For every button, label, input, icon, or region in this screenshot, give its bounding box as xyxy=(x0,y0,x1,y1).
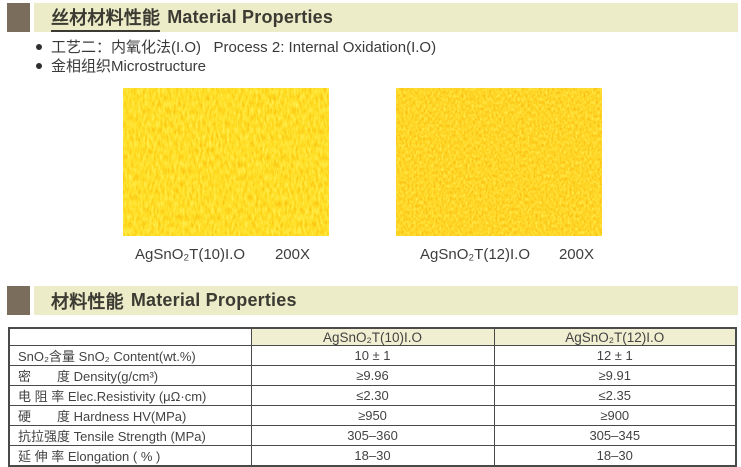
cell-value: ≤2.35 xyxy=(493,385,737,406)
row-label: SnO₂含量 SnO₂ Content(wt.%) xyxy=(8,345,252,366)
micrograph-figure-2: AgSnO₂T(12)I.O 200X xyxy=(396,88,602,263)
bullet-process: 工艺二：内氧化法(I.O) Process 2: Internal Oxidat… xyxy=(36,37,436,56)
section1-marker-square xyxy=(7,3,30,32)
figure1-caption: AgSnO₂T(10)I.O xyxy=(135,246,246,263)
table-row-resistivity: 电 阻 率 Elec.Resistivity (μΩ·cm) ≤2.30 ≤2.… xyxy=(8,385,737,406)
cell-value: 305–345 xyxy=(493,425,737,446)
row-label: 抗拉强度 Tensile Strength (MPa) xyxy=(8,425,252,446)
bullet-icon xyxy=(36,43,42,50)
row-label: 密 度 Density(g/cm³) xyxy=(8,365,252,386)
figure1-caption-row: AgSnO₂T(10)I.O 200X xyxy=(123,246,329,263)
section2-marker-square xyxy=(7,286,30,315)
cell-value: 12 ± 1 xyxy=(493,345,737,366)
row-label: 电 阻 率 Elec.Resistivity (μΩ·cm) xyxy=(8,385,252,406)
row-label: 硬 度 Hardness HV(MPa) xyxy=(8,405,252,426)
micrograph-image-1 xyxy=(123,88,329,236)
bullet-microstructure: 金相组织Microstructure xyxy=(36,56,436,75)
table-row-elongation: 延 伸 率 Elongation ( % ) 18–30 18–30 xyxy=(8,445,737,467)
properties-table: AgSnO₂T(10)I.O AgSnO₂T(12)I.O SnO₂含量 SnO… xyxy=(8,327,737,467)
section1-title-en: Material Properties xyxy=(167,7,334,27)
section2-title-en: Material Properties xyxy=(130,290,297,310)
cell-value: 10 ± 1 xyxy=(250,345,495,366)
section2-title-bar: 材料性能 Material Properties xyxy=(34,286,738,315)
section2-header: 材料性能 Material Properties xyxy=(0,286,741,315)
cell-value: ≥950 xyxy=(250,405,495,426)
bullet-process-text: 工艺二：内氧化法(I.O) Process 2: Internal Oxidat… xyxy=(51,39,437,56)
cell-value: ≥9.91 xyxy=(493,365,737,386)
figure2-caption-row: AgSnO₂T(12)I.O 200X xyxy=(396,246,602,263)
table-row-density: 密 度 Density(g/cm³) ≥9.96 ≥9.91 xyxy=(8,365,737,386)
section2-title-cn: 材料性能 xyxy=(51,291,124,312)
section1-title-bar: 丝材材料性能 Material Properties xyxy=(34,3,738,32)
bullet-icon xyxy=(36,62,42,69)
cell-value: 18–30 xyxy=(250,445,495,467)
table-header-row: AgSnO₂T(10)I.O AgSnO₂T(12)I.O xyxy=(8,327,737,346)
cell-value: ≤2.30 xyxy=(250,385,495,406)
micrograph-image-2 xyxy=(396,88,602,236)
table-row-hardness: 硬 度 Hardness HV(MPa) ≥950 ≥900 xyxy=(8,405,737,426)
column-header-agsno2t10: AgSnO₂T(10)I.O xyxy=(250,327,495,346)
micrograph-figure-1: AgSnO₂T(10)I.O 200X xyxy=(123,88,329,263)
figure1-magnification: 200X xyxy=(274,246,310,263)
cell-value: ≥9.96 xyxy=(250,365,495,386)
figure2-caption: AgSnO₂T(12)I.O xyxy=(420,246,531,263)
row-label: 延 伸 率 Elongation ( % ) xyxy=(8,445,252,467)
table-row-tensile-strength: 抗拉强度 Tensile Strength (MPa) 305–360 305–… xyxy=(8,425,737,446)
cell-value: 18–30 xyxy=(493,445,737,467)
cell-value: ≥900 xyxy=(493,405,737,426)
section1-header: 丝材材料性能 Material Properties xyxy=(0,3,741,32)
bullet-microstructure-text: 金相组织Microstructure xyxy=(51,58,207,75)
table-corner-cell xyxy=(8,327,252,346)
table-row-sno2-content: SnO₂含量 SnO₂ Content(wt.%) 10 ± 1 12 ± 1 xyxy=(8,345,737,366)
bullet-list: 工艺二：内氧化法(I.O) Process 2: Internal Oxidat… xyxy=(36,37,436,75)
cell-value: 305–360 xyxy=(250,425,495,446)
figure2-magnification: 200X xyxy=(558,246,594,263)
section1-title-cn: 丝材材料性能 xyxy=(51,4,161,32)
column-header-agsno2t12: AgSnO₂T(12)I.O xyxy=(493,327,737,346)
